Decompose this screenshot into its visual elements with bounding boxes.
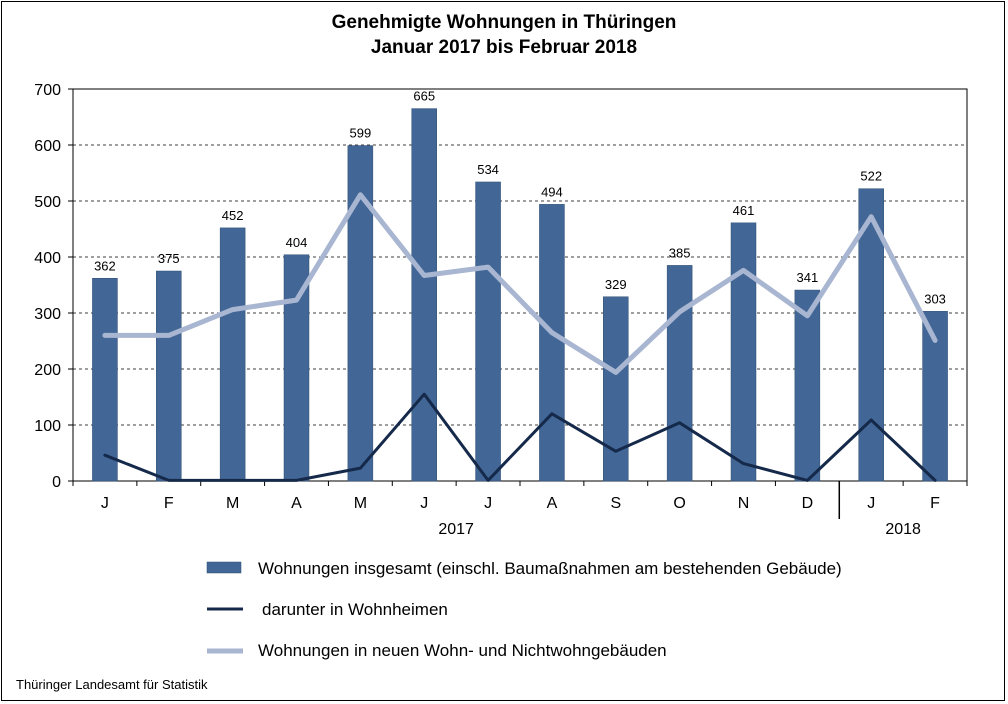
y-tick-label: 100 [34, 418, 61, 435]
bar-value-label: 494 [541, 184, 563, 199]
legend-label-wohnheime: darunter in Wohnheimen [262, 600, 448, 619]
bar-value-label: 452 [222, 208, 244, 223]
x-tick-label: N [738, 495, 750, 512]
line-wohnheime [103, 392, 937, 482]
legend-label-neubau: Wohnungen in neuen Wohn- und Nichtwohnge… [258, 641, 667, 660]
y-tick-label: 300 [34, 306, 61, 323]
x-tick-label: F [930, 495, 940, 512]
source-note: Thüringer Landesamt für Statistik [16, 677, 208, 692]
bar [156, 270, 182, 482]
bar [794, 289, 821, 482]
x-tick-label: M [354, 495, 367, 512]
chart-subtitle: Januar 2017 bis Februar 2018 [370, 37, 638, 58]
y-tick-label: 600 [34, 138, 61, 155]
year-label-2017: 2017 [438, 521, 474, 538]
y-tick-label: 400 [34, 250, 61, 267]
y-tick-label: 200 [34, 362, 61, 379]
bar [411, 108, 437, 482]
legend-label-total: Wohnungen insgesamt (einschl. Baumaßnahm… [258, 559, 842, 578]
bar [539, 204, 565, 482]
legend-swatch-total [206, 561, 242, 574]
x-tick-label: A [291, 495, 302, 512]
bar-value-label: 665 [413, 89, 435, 104]
bar [730, 222, 757, 482]
y-tick-label: 0 [52, 474, 61, 491]
bar-value-label: 385 [669, 245, 691, 260]
bar [603, 296, 629, 482]
year-label-2018: 2018 [885, 521, 921, 538]
x-tick-label: A [547, 495, 558, 512]
bar-value-label: 534 [477, 162, 499, 177]
plot-area [72, 88, 968, 482]
bar-value-label: 599 [350, 126, 372, 141]
bar-value-label: 404 [286, 235, 308, 250]
legend-swatches [206, 561, 243, 654]
y-tick-label: 500 [34, 194, 61, 211]
x-tick-label: J [420, 495, 428, 512]
bar [666, 265, 693, 482]
bar-value-label: 341 [797, 270, 819, 285]
x-tick-label: M [226, 495, 239, 512]
bar [475, 181, 501, 482]
x-tick-label: J [101, 495, 109, 512]
y-tick-label: 700 [34, 82, 61, 99]
x-tick-label: O [673, 495, 685, 512]
bar-value-label: 303 [924, 291, 946, 306]
line-neubau [102, 192, 938, 375]
bar [219, 227, 246, 482]
bar-value-label: 329 [605, 277, 627, 292]
bar-value-label: 522 [860, 169, 882, 184]
bar-value-label: 461 [733, 203, 755, 218]
x-tick-label: D [802, 495, 814, 512]
chart-title: Genehmigte Wohnungen in Thüringen [331, 12, 677, 33]
x-tick-label: F [164, 495, 174, 512]
bar-value-label: 375 [158, 251, 180, 266]
x-tick-label: S [610, 495, 621, 512]
bar [92, 278, 118, 482]
x-tick-label: J [867, 495, 875, 512]
x-tick-label: J [484, 495, 492, 512]
bar-value-label: 362 [94, 258, 116, 273]
